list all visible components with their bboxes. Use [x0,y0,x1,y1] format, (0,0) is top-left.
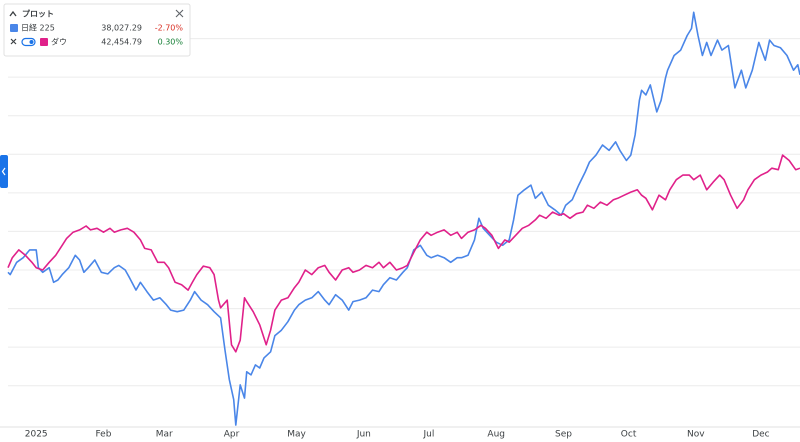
legend-value: 38,027.29 [101,24,142,33]
x-tick-label: 2025 [25,430,48,440]
x-tick-label: Jun [356,430,371,440]
x-tick-label: Aug [487,430,505,440]
x-tick-label: Feb [96,430,112,440]
legend-title: プロット [22,9,54,19]
remove-icon[interactable] [10,38,17,45]
legend-value: 42,454.79 [101,38,142,47]
series-line [7,154,800,353]
legend-change: -2.70% [155,24,184,33]
x-tick-label: Mar [156,430,173,440]
x-tick-label: Sep [555,430,572,440]
legend-label: 日経 225 [21,23,55,33]
side-panel-tab[interactable] [0,155,8,188]
legend-label: ダウ [51,37,67,47]
close-icon[interactable] [175,9,184,18]
collapse-icon[interactable] [9,10,17,17]
legend-box [3,3,191,57]
side-panel-arrow [1,167,6,176]
toggle[interactable] [21,37,36,47]
legend: プロット 日経 225 38,027.29 -2.70% ダウ 42,454.79 0.3… [3,3,191,57]
toggle-knob [29,40,34,44]
x-tick-label: Apr [224,430,240,440]
x-tick-label: Oct [621,430,637,440]
x-tick-label: Jul [423,430,435,440]
x-tick-label: May [287,430,306,440]
legend-swatch [40,38,48,46]
legend-change: 0.30% [158,38,184,47]
legend-swatch [10,24,18,32]
x-tick-label: Dec [752,430,769,440]
series-line [7,11,800,426]
x-tick-label: Nov [687,430,705,440]
